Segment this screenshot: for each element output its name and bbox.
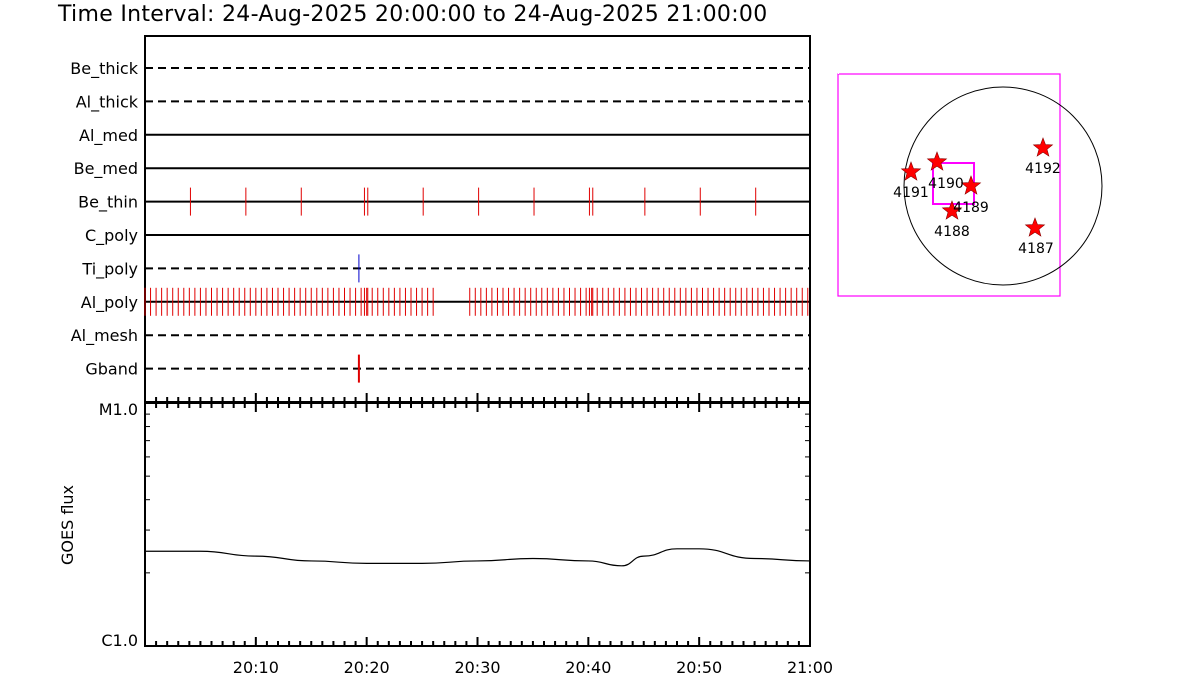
row-label: Be_thin bbox=[78, 193, 138, 213]
active-region-star bbox=[926, 151, 948, 171]
active-region-label: 4191 bbox=[893, 185, 929, 201]
row-label: Al_thick bbox=[76, 92, 139, 112]
solar-disk bbox=[903, 86, 1103, 286]
row-label: Al_med bbox=[79, 126, 138, 146]
active-region-label: 4190 bbox=[928, 176, 964, 192]
active-region-star bbox=[1024, 217, 1046, 237]
timeline-frame bbox=[144, 35, 811, 403]
y-min-label: C1.0 bbox=[101, 631, 138, 650]
plot-title: Time Interval: 24-Aug-2025 20:00:00 to 2… bbox=[58, 2, 768, 27]
row-label: Al_poly bbox=[81, 293, 138, 313]
y-max-label: M1.0 bbox=[99, 400, 138, 419]
active-region-star bbox=[900, 161, 922, 181]
row-label: Be_med bbox=[74, 159, 138, 179]
active-region-label: 4188 bbox=[934, 224, 970, 240]
y-axis-label: GOES flux bbox=[58, 485, 77, 565]
row-label: Be_thick bbox=[70, 59, 138, 79]
x-tick-label: 20:40 bbox=[565, 658, 611, 677]
active-region-star bbox=[1032, 137, 1054, 157]
active-region-label: 4189 bbox=[953, 200, 989, 216]
active-region-star bbox=[941, 200, 963, 220]
x-tick-label: 20:20 bbox=[344, 658, 390, 677]
goes-flux-line bbox=[144, 548, 811, 567]
goes-flux-panel: M1.0 C1.0 GOES flux 20:10 20:20 20:30 20:40 20:… bbox=[58, 400, 833, 677]
row-label: Al_mesh bbox=[71, 326, 138, 346]
row-label: Gband bbox=[85, 360, 138, 379]
x-tick-label: 20:50 bbox=[676, 658, 722, 677]
active-region-label: 4192 bbox=[1025, 161, 1061, 177]
goes-frame bbox=[144, 402, 811, 647]
instrument-timeline-panel: Be_thick Al_thick Al_med Be_med Be_thin C_pol… bbox=[70, 35, 811, 403]
row-label: C_poly bbox=[85, 226, 138, 246]
x-tick-label: 21:00 bbox=[787, 658, 833, 677]
x-tick-label: 20:10 bbox=[233, 658, 279, 677]
active-region-label: 4187 bbox=[1018, 241, 1054, 257]
row-label: Ti_poly bbox=[81, 259, 138, 279]
field-of-view-box bbox=[837, 73, 1061, 297]
x-tick-label: 20:30 bbox=[454, 658, 500, 677]
active-region-star bbox=[960, 175, 982, 195]
